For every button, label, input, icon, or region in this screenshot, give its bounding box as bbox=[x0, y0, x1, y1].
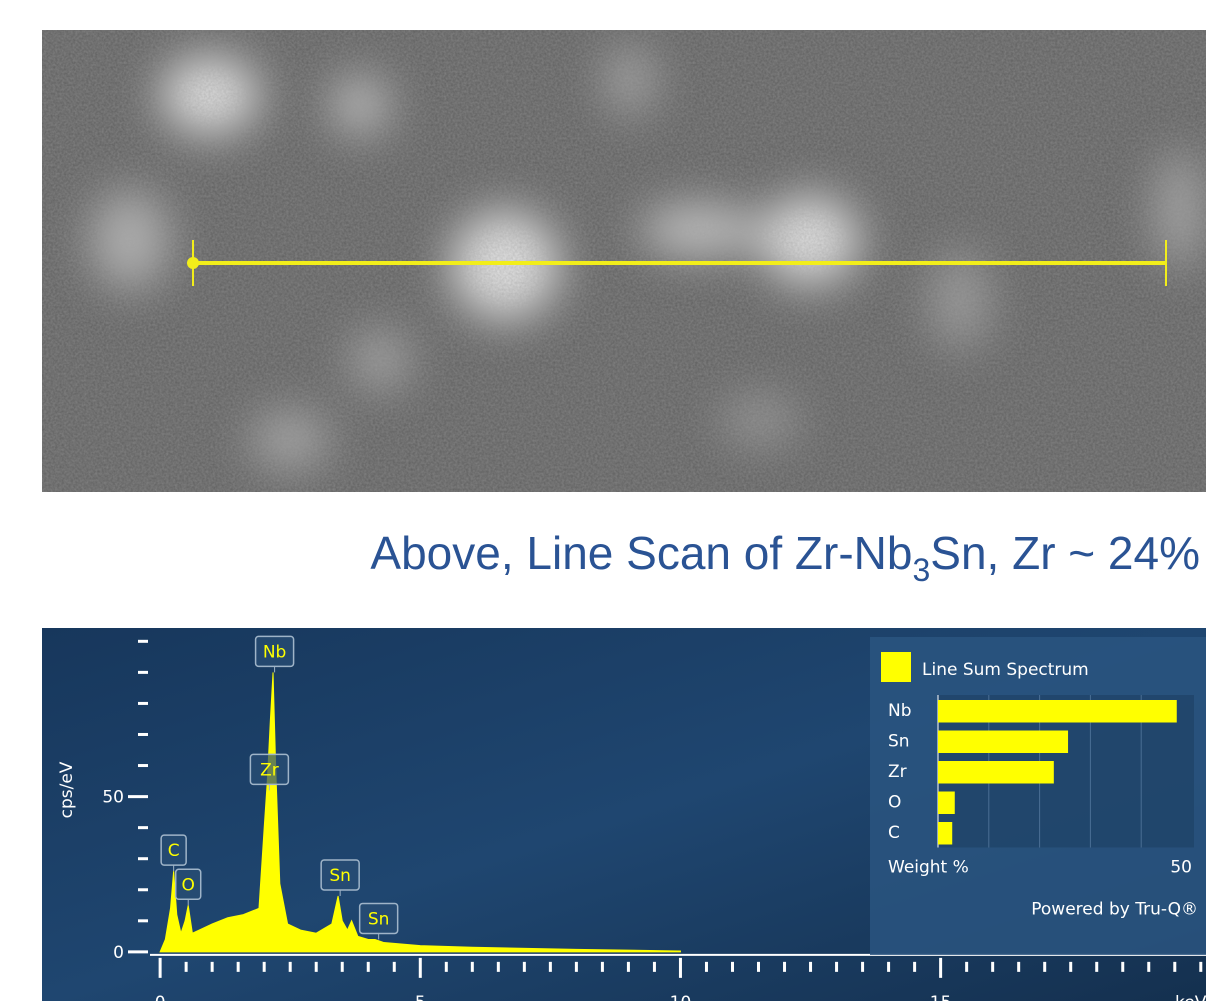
category-label: O bbox=[888, 793, 901, 813]
y-tick-label: 50 bbox=[102, 788, 124, 808]
bar bbox=[938, 792, 955, 815]
peak-label: Sn bbox=[368, 909, 390, 929]
x-axis-label: Weight % bbox=[888, 858, 969, 878]
page: Above, Line Scan of Zr-Nb3Sn, Zr ~ 24% 0… bbox=[0, 0, 1206, 1001]
sem-image bbox=[42, 30, 1206, 492]
bar bbox=[938, 761, 1054, 784]
peak-label: Sn bbox=[329, 866, 351, 886]
category-label: Sn bbox=[888, 732, 910, 752]
caption-text: Above, Line Scan of Zr-Nb bbox=[370, 527, 912, 579]
caption: Above, Line Scan of Zr-Nb3Sn, Zr ~ 24% bbox=[370, 527, 1200, 588]
caption-subscript: 3 bbox=[912, 552, 930, 588]
caption-text: Sn, Zr ~ 24% bbox=[930, 527, 1200, 579]
x-tick-label: 5 bbox=[415, 993, 426, 1001]
legend-label: Line Sum Spectrum bbox=[922, 660, 1089, 680]
scan-start bbox=[187, 257, 199, 269]
x-tick-label: 0 bbox=[155, 993, 166, 1001]
x-tick-label: 15 bbox=[930, 993, 952, 1001]
bar bbox=[938, 700, 1177, 723]
legend-swatch bbox=[881, 652, 911, 682]
footer: Powered by Tru-Q® bbox=[1031, 900, 1198, 920]
x-tick-label: 50 bbox=[1170, 858, 1192, 878]
x-tick-label: 10 bbox=[670, 993, 692, 1001]
y-axis-label: cps/eV bbox=[57, 761, 77, 818]
category-label: Zr bbox=[888, 762, 907, 782]
bar bbox=[938, 731, 1068, 754]
bar bbox=[938, 822, 952, 845]
peak-label: Nb bbox=[263, 642, 287, 662]
figure: Above, Line Scan of Zr-Nb3Sn, Zr ~ 24% 0… bbox=[0, 0, 1206, 1001]
x-axis-label: keV bbox=[1175, 993, 1206, 1001]
y-tick-label: 0 bbox=[113, 943, 124, 963]
peak-label: C bbox=[168, 841, 180, 861]
category-label: Nb bbox=[888, 701, 912, 721]
category-label: C bbox=[888, 823, 900, 843]
peak-label: O bbox=[182, 875, 195, 895]
peak-label: Zr bbox=[260, 760, 279, 780]
